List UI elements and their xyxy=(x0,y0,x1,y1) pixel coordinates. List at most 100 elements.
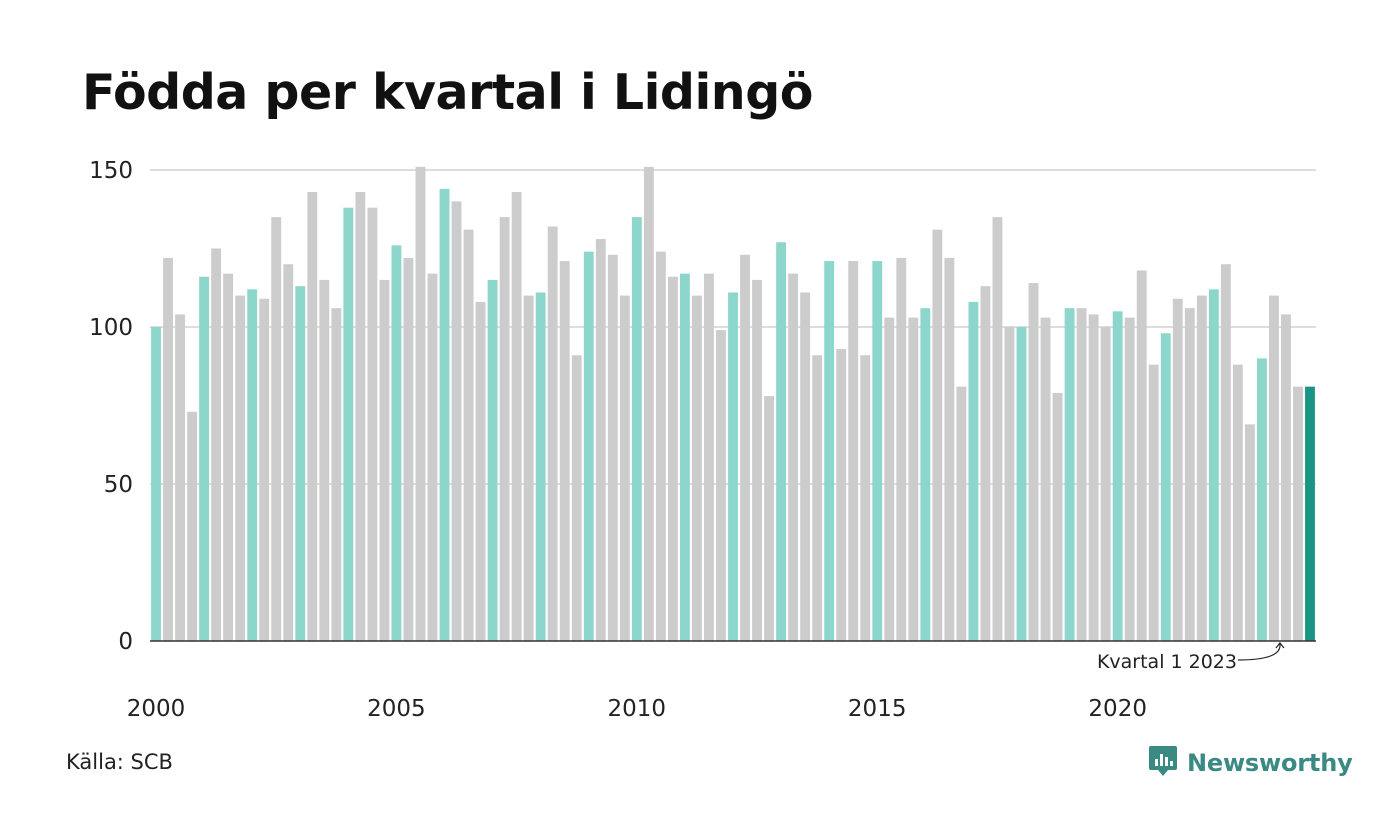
bar xyxy=(367,207,378,641)
bar xyxy=(307,191,318,642)
bar xyxy=(331,308,342,641)
bar xyxy=(1244,424,1255,641)
bar xyxy=(1232,364,1243,641)
bar xyxy=(872,261,883,641)
annotation: Kvartal 1 2023 xyxy=(1097,642,1285,673)
bar xyxy=(860,355,871,641)
bar xyxy=(836,348,847,641)
bar xyxy=(571,355,582,641)
bar xyxy=(920,308,931,641)
y-tick-label: 50 xyxy=(104,472,133,498)
x-axis-ticks: 2000 2005 2010 2015 2020 xyxy=(127,696,1147,722)
x-tick-label: 2000 xyxy=(127,696,186,722)
bar xyxy=(992,217,1003,641)
bar xyxy=(740,254,750,641)
bar xyxy=(1004,327,1015,641)
bar xyxy=(259,298,270,641)
brand-logo[interactable]: Newsworthy xyxy=(1148,744,1353,782)
bar xyxy=(535,292,546,641)
bar xyxy=(247,289,258,641)
bar xyxy=(980,286,991,641)
bar xyxy=(716,330,726,641)
bar xyxy=(559,261,570,641)
bar xyxy=(1256,358,1267,641)
bar xyxy=(499,217,510,641)
newsworthy-logo-icon xyxy=(1148,744,1178,782)
bar xyxy=(728,292,738,641)
bar xyxy=(1281,314,1291,641)
bar xyxy=(764,396,774,641)
bar xyxy=(788,273,799,641)
bar xyxy=(655,251,666,641)
bar xyxy=(199,276,210,641)
bar xyxy=(1184,308,1195,641)
bar xyxy=(415,166,426,642)
bar xyxy=(1293,386,1303,641)
bar xyxy=(271,217,282,641)
x-tick-label: 2010 xyxy=(608,696,667,722)
bar xyxy=(487,279,498,641)
bar xyxy=(692,295,702,641)
bar xyxy=(1016,327,1027,641)
bar xyxy=(1028,283,1039,641)
source-label: Källa: SCB xyxy=(66,750,173,774)
bars xyxy=(151,166,1315,642)
bar xyxy=(583,251,594,641)
bar xyxy=(1052,392,1063,641)
bar xyxy=(547,226,558,641)
bar xyxy=(463,229,474,641)
bar-highlight xyxy=(1305,386,1315,641)
bar xyxy=(631,217,642,641)
bar xyxy=(295,286,306,641)
bar xyxy=(776,242,787,641)
bar xyxy=(511,191,522,642)
bar xyxy=(1269,295,1279,641)
x-tick-label: 2020 xyxy=(1088,696,1147,722)
bar xyxy=(619,295,630,641)
bar xyxy=(355,191,366,642)
bar xyxy=(944,257,955,641)
bar xyxy=(932,229,943,641)
bar xyxy=(1148,364,1159,641)
bar xyxy=(607,254,618,641)
bar xyxy=(848,261,859,641)
bar xyxy=(679,273,690,641)
bar xyxy=(1208,289,1219,641)
y-tick-label: 150 xyxy=(89,158,133,184)
bar xyxy=(1112,311,1123,641)
bar xyxy=(211,248,222,641)
bar xyxy=(1136,270,1147,641)
bar xyxy=(704,273,714,641)
bar xyxy=(1064,308,1075,641)
bar xyxy=(403,257,414,641)
bar xyxy=(1076,308,1087,641)
x-tick-label: 2005 xyxy=(367,696,426,722)
bar xyxy=(283,264,294,641)
bar xyxy=(595,239,606,641)
chart-title: Födda per kvartal i Lidingö xyxy=(82,64,813,121)
bar xyxy=(439,188,450,641)
bar xyxy=(812,355,823,641)
bar xyxy=(151,327,161,641)
bar xyxy=(235,295,246,641)
bar xyxy=(163,257,173,641)
bar xyxy=(1172,298,1183,641)
brand-name: Newsworthy xyxy=(1187,749,1353,777)
bar xyxy=(523,295,534,641)
y-axis-ticks: 0 50 100 150 xyxy=(89,158,133,655)
bar xyxy=(1196,295,1207,641)
bar xyxy=(908,317,919,641)
bar xyxy=(223,273,234,641)
bar xyxy=(1124,317,1135,641)
bar xyxy=(1100,327,1111,641)
bar xyxy=(667,276,678,641)
bar xyxy=(884,317,895,641)
bar xyxy=(1220,264,1231,641)
y-tick-label: 0 xyxy=(118,629,133,655)
bar xyxy=(391,245,402,642)
bar xyxy=(800,292,811,641)
bar xyxy=(752,279,762,641)
bar xyxy=(968,301,979,641)
annotation-label: Kvartal 1 2023 xyxy=(1097,651,1237,673)
bar xyxy=(896,257,907,641)
